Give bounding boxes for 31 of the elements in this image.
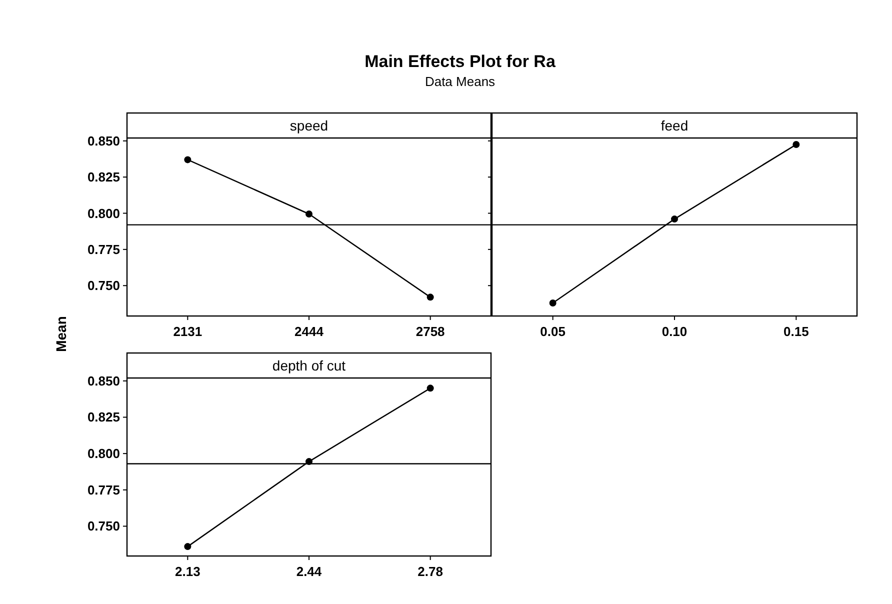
y-tick-label: 0.850 [87, 133, 120, 148]
x-tick-label: 2758 [416, 324, 445, 339]
chart-title: speed [290, 118, 328, 134]
y-tick-label: 0.850 [87, 373, 120, 388]
x-tick-label: 0.10 [662, 324, 688, 339]
chart-title: depth of cut [272, 358, 346, 374]
x-tick-label: 2.44 [296, 564, 322, 579]
y-tick-label: 0.825 [87, 170, 120, 185]
x-tick-label: 0.05 [540, 324, 566, 339]
y-tick-label: 0.825 [87, 410, 120, 425]
y-tick-label: 0.750 [87, 518, 120, 534]
x-tick-label: 2444 [294, 324, 324, 339]
point [426, 294, 434, 301]
y-axis-title: Mean [53, 316, 69, 352]
y-tick-label: 0.800 [87, 446, 120, 462]
chart-title: feed [660, 118, 688, 134]
y-tick-label: 0.775 [87, 242, 120, 257]
x-tick-label: 2.13 [175, 564, 200, 579]
point [306, 458, 312, 466]
text: Data Means [424, 74, 496, 89]
x-tick-label: 0.15 [784, 324, 809, 339]
point [184, 156, 192, 164]
y-tick-label: 0.775 [87, 482, 120, 498]
point [184, 543, 192, 550]
x-tick-label: 2131 [173, 324, 202, 339]
y-tick-label: 0.750 [87, 278, 120, 294]
y-tick-label: 0.800 [87, 206, 120, 221]
point [426, 384, 434, 392]
point [306, 210, 312, 218]
text: Main Effects Plot for Ra [364, 52, 556, 71]
x-tick-label: 2.78 [418, 564, 443, 579]
